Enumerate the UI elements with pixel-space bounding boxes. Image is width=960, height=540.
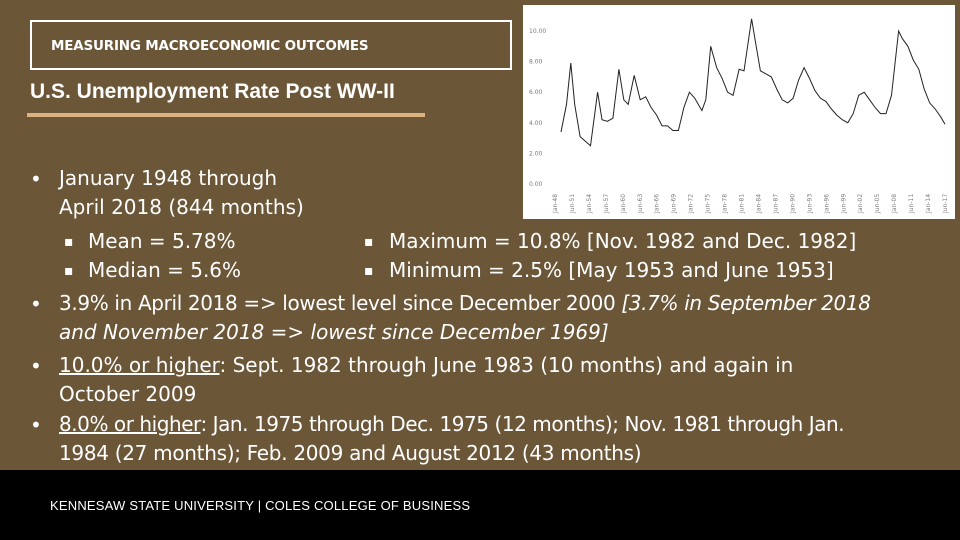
x-tick-label: Jun-17 — [942, 194, 949, 214]
section-label-box: MEASURING MACROECONOMIC OUTCOMES — [30, 20, 512, 70]
x-tick-label: Jan-08 — [891, 194, 898, 214]
bullet-dot: • — [30, 167, 42, 191]
x-tick-label: Jun-05 — [874, 194, 881, 214]
slide-body: • January 1948 through April 2018 (844 m… — [30, 166, 871, 465]
square-bullet: ▪ — [364, 234, 374, 250]
y-tick-label: 4.00 — [529, 120, 543, 127]
x-axis: Jan-48 Jun-51 Jan-54 Jun-57 Jan-60 Jun-63 Jan-… — [552, 194, 949, 214]
bullet-2-main-text: 3.9% in April 2018 => lowest level since… — [59, 291, 622, 315]
unemployment-chart-svg: 10.008.006.004.002.000.00 Jan-48 Jun-51 Ja… — [529, 18, 949, 214]
bullet-2-line-1: 3.9% in April 2018 => lowest level since… — [59, 289, 871, 318]
unemployment-chart: 10.00 8.00 6.00 4.00 2.00 0.00 Jan-48 Jun-51 Ja… — [523, 5, 955, 219]
bullet-3-line-1: 10.0% or higher: Sept. 1982 through June… — [59, 351, 793, 380]
bullet-2-italic-note: [3.7% in September 2018 — [621, 291, 871, 315]
y-tick-label: 8.00 — [529, 59, 543, 66]
x-tick-label: Jan-78 — [722, 194, 729, 214]
slide-title: U.S. Unemployment Rate Post WW-II — [30, 80, 395, 103]
square-bullet: ▪ — [64, 234, 74, 250]
footer-text: KENNESAW STATE UNIVERSITY | COLES COLLEG… — [50, 498, 471, 513]
bullet-4-line-1: 8.0% or higher: Jan. 1975 through Dec. 1… — [59, 410, 845, 439]
x-tick-label: Jan-60 — [620, 194, 627, 214]
x-tick-label: Jan-48 — [552, 194, 559, 214]
section-label: MEASURING MACROECONOMIC OUTCOMES — [51, 38, 369, 54]
bullet-dot: • — [30, 354, 42, 378]
x-tick-label: Jun-93 — [806, 194, 813, 214]
bullet-1-line-2: April 2018 (844 months) — [59, 195, 304, 219]
unemployment-rate-line — [560, 18, 946, 147]
x-tick-label: Jan-14 — [925, 194, 932, 214]
x-tick-label: Jun-99 — [840, 194, 847, 214]
stat-minimum: Minimum = 2.5% [May 1953 and June 1953] — [389, 258, 834, 282]
y-axis: 10.00 8.00 6.00 4.00 2.00 0.00 — [529, 28, 546, 188]
bullet-dot: • — [30, 413, 42, 437]
bullet-2-line-2: and November 2018 => lowest since Decemb… — [59, 320, 609, 344]
stat-mean: Mean = 5.78% — [88, 229, 236, 253]
footer-bar: KENNESAW STATE UNIVERSITY | COLES COLLEG… — [0, 470, 960, 540]
x-tick-label: Jan-72 — [688, 194, 695, 214]
y-tick-label: 2.00 — [529, 150, 543, 157]
x-tick-label: Jan-66 — [654, 194, 661, 214]
square-bullet: ▪ — [364, 263, 374, 279]
bullet-dot: • — [30, 292, 42, 316]
x-tick-label: Jan-90 — [789, 194, 796, 214]
y-tick-label: 6.00 — [529, 89, 543, 96]
stat-median: Median = 5.6% — [88, 258, 242, 282]
stat-maximum: Maximum = 10.8% [Nov. 1982 and Dec. 1982… — [389, 229, 857, 253]
x-tick-label: Jun-87 — [772, 194, 779, 214]
square-bullet: ▪ — [64, 263, 74, 279]
x-tick-label: Jun-63 — [637, 194, 644, 214]
bullet-3-label: 10.0% or higher — [59, 353, 220, 377]
x-tick-label: Jun-75 — [705, 194, 712, 214]
bullet-3-text: : Sept. 1982 through June 1983 (10 month… — [219, 353, 794, 377]
x-tick-label: Jun-51 — [569, 194, 576, 214]
x-tick-label: Jun-57 — [603, 194, 610, 214]
bullet-1-line-1: January 1948 through — [59, 166, 278, 190]
x-tick-label: Jun-81 — [739, 194, 746, 214]
bullet-4-label: 8.0% or higher — [59, 412, 201, 436]
y-tick-label: 10.00 — [529, 28, 546, 35]
bullet-4-text: : Jan. 1975 through Dec. 1975 (12 months… — [200, 412, 845, 436]
x-tick-label: Jan-84 — [756, 194, 763, 214]
x-tick-label: Jun-11 — [908, 194, 915, 214]
bullet-3-line-2: October 2009 — [59, 382, 197, 406]
x-tick-label: Jan-96 — [823, 194, 830, 214]
x-tick-label: Jan-54 — [586, 194, 593, 214]
y-tick-label: 0.00 — [529, 181, 543, 188]
title-underline — [27, 113, 425, 117]
x-tick-label: Jun-69 — [671, 194, 678, 214]
bullet-4-line-2: 1984 (27 months); Feb. 2009 and August 2… — [59, 441, 642, 465]
x-tick-label: Jan-02 — [857, 194, 864, 214]
